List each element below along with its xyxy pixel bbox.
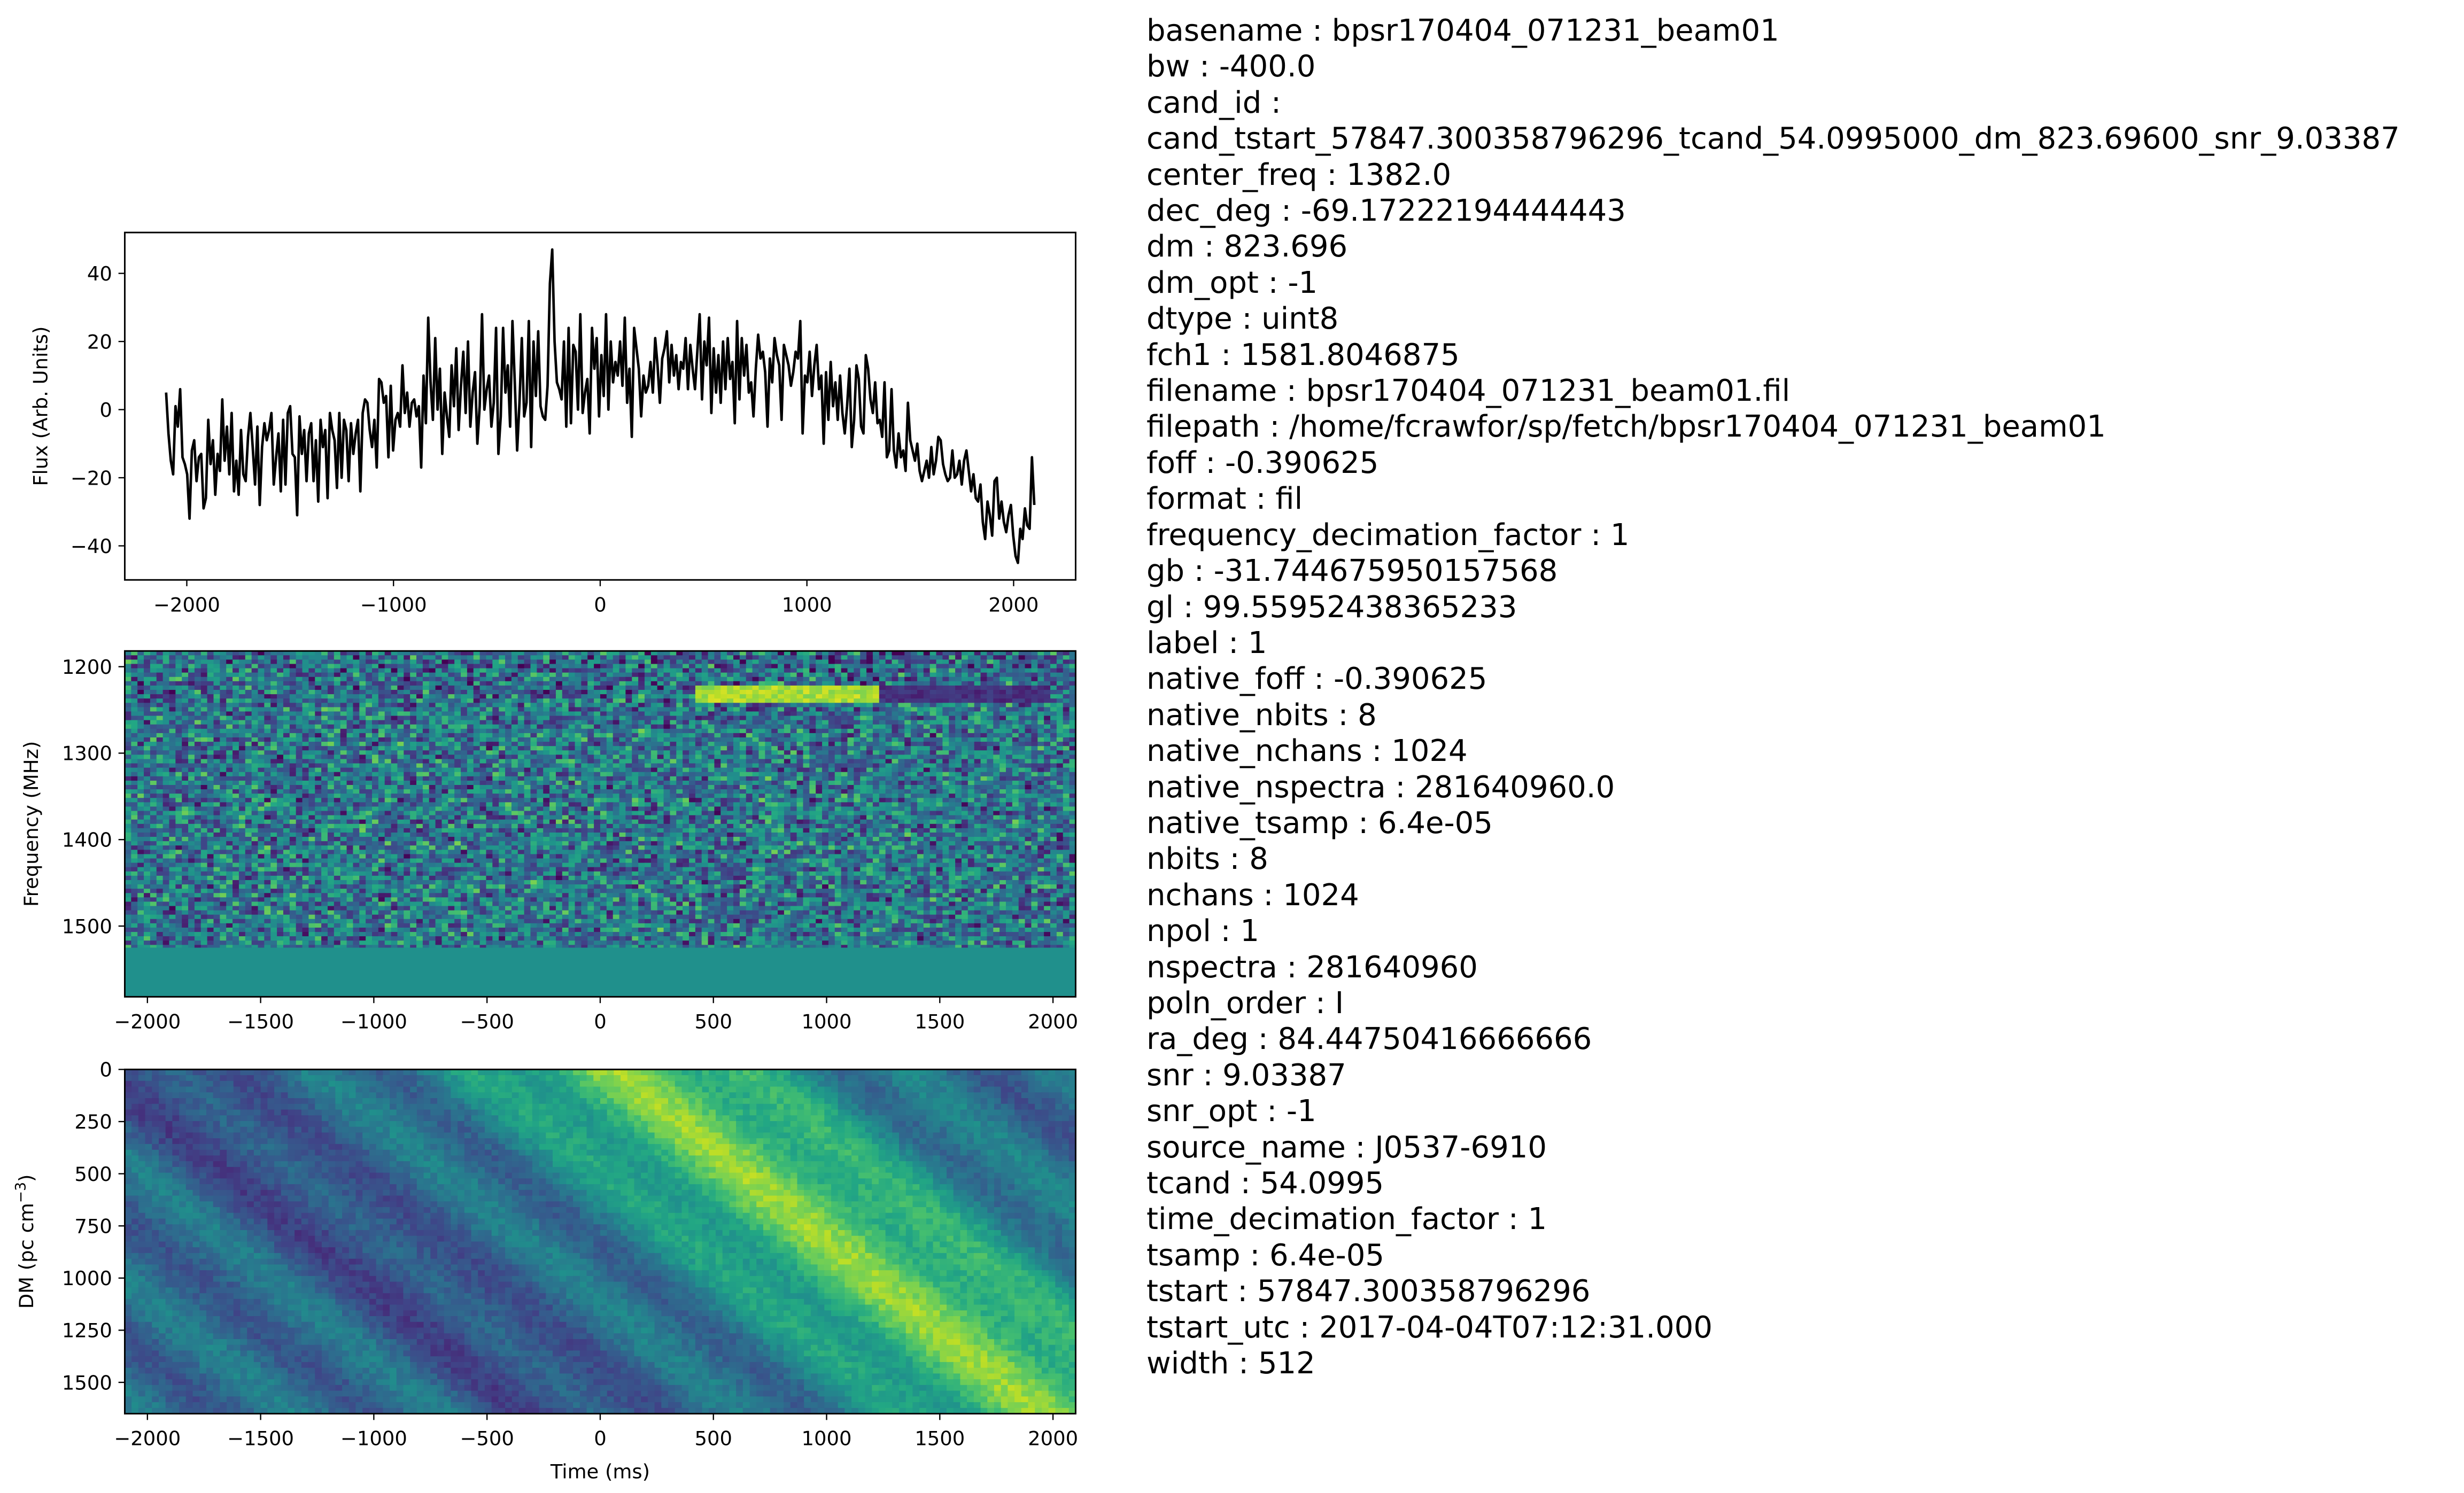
metadata-line: snr_opt : -1: [1146, 1093, 2400, 1129]
x-tick-label: 0: [594, 1427, 607, 1450]
x-tick-label: −1000: [340, 1010, 407, 1033]
metadata-line: nchans : 1024: [1146, 877, 2400, 913]
x-tick-label: −1500: [227, 1427, 294, 1450]
y-tick-label: 250: [74, 1110, 112, 1133]
x-tick-label: 500: [694, 1010, 732, 1033]
metadata-line: format : fil: [1146, 481, 2400, 517]
x-tick-label: 1500: [915, 1427, 965, 1450]
metadata-line: gb : -31.744675950157568: [1146, 553, 2400, 589]
metadata-line: native_tsamp : 6.4e-05: [1146, 805, 2400, 841]
x-tick-label: 2000: [1028, 1427, 1078, 1450]
metadata-line: gl : 99.55952438365233: [1146, 589, 2400, 625]
metadata-line: source_name : J0537-6910: [1146, 1130, 2400, 1165]
y-tick-label: 1200: [62, 656, 112, 679]
y-axis-label: Frequency (MHz): [20, 741, 43, 907]
y-axis-label-exponent: −3: [12, 1182, 29, 1203]
y-tick-label: 1500: [62, 915, 112, 938]
x-tick-label: 0: [594, 1010, 607, 1033]
dm-time-image: [125, 1069, 1076, 1414]
metadata-line: poln_order : I: [1146, 985, 2400, 1021]
metadata-line: snr : 9.03387: [1146, 1057, 2400, 1093]
x-tick-label: 500: [694, 1427, 732, 1450]
metadata-line: filepath : /home/fcrawfor/sp/fetch/bpsr1…: [1146, 409, 2400, 445]
metadata-line: dm : 823.696: [1146, 229, 2400, 265]
x-tick-label: 1000: [782, 593, 832, 616]
y-tick-label: 1250: [62, 1319, 112, 1342]
x-tick-label: −1000: [360, 593, 427, 616]
y-tick-label: 1400: [62, 829, 112, 852]
y-axis-label-close: ): [15, 1175, 38, 1182]
metadata-line: frequency_decimation_factor : 1: [1146, 517, 2400, 553]
metadata-line: fch1 : 1581.8046875: [1146, 337, 2400, 373]
metadata-line: native_nbits : 8: [1146, 697, 2400, 733]
flux-timeseries-panel: −2000 −1000 0 1000 2000 −40 −20 0 20 40 Flux (Arb.…: [29, 232, 1076, 616]
metadata-line: native_nspectra : 281640960.0: [1146, 769, 2400, 805]
waterfall-image: [125, 651, 1076, 950]
x-tick-label: −2000: [153, 593, 220, 616]
x-tick-label: 2000: [1028, 1010, 1078, 1033]
x-tick-label: 0: [594, 593, 607, 616]
metadata-line: cand_id :: [1146, 85, 2400, 121]
metadata-line: nbits : 8: [1146, 841, 2400, 877]
y-tick-label: 500: [74, 1163, 112, 1186]
y-tick-label: 1500: [62, 1371, 112, 1394]
metadata-line: tstart : 57847.300358796296: [1146, 1273, 2400, 1309]
metadata-line: native_nchans : 1024: [1146, 733, 2400, 769]
metadata-line: native_foff : -0.390625: [1146, 661, 2400, 697]
metadata-line: dm_opt : -1: [1146, 265, 2400, 301]
dm-time-panel: −2000 −1500 −1000 −500 0 500 1000 1500 2000 0 250 5…: [12, 1059, 1078, 1483]
metadata-line: width : 512: [1146, 1346, 2400, 1381]
x-tick-label: 1000: [802, 1427, 852, 1450]
metadata-line: label : 1: [1146, 625, 2400, 661]
frequency-time-panel: −2000 −1500 −1000 −500 0 500 1000 1500 2000 1200 1…: [20, 651, 1078, 1033]
y-tick-label: 0: [99, 399, 112, 422]
y-tick-label: 0: [99, 1059, 112, 1082]
metadata-line: ra_deg : 84.44750416666666: [1146, 1021, 2400, 1057]
metadata-line: center_freq : 1382.0: [1146, 157, 2400, 193]
x-tick-label: 1000: [802, 1010, 852, 1033]
x-tick-label: −500: [460, 1427, 514, 1450]
y-axis-label: DM (pc cm−3): [12, 1175, 38, 1309]
x-tick-label: −1000: [340, 1427, 407, 1450]
y-axis-label-main: DM (pc cm: [15, 1203, 38, 1309]
metadata-line: nspectra : 281640960: [1146, 950, 2400, 985]
metadata-line: dtype : uint8: [1146, 301, 2400, 337]
x-tick-label: −2000: [114, 1010, 181, 1033]
y-tick-label: 1300: [62, 742, 112, 765]
metadata-line: tstart_utc : 2017-04-04T07:12:31.000: [1146, 1310, 2400, 1346]
x-tick-label: 1500: [915, 1010, 965, 1033]
metadata-line: bw : -400.0: [1146, 49, 2400, 84]
metadata-line: tsamp : 6.4e-05: [1146, 1238, 2400, 1273]
x-tick-label: −1500: [227, 1010, 294, 1033]
metadata-line: foff : -0.390625: [1146, 445, 2400, 481]
metadata-line: tcand : 54.0995: [1146, 1165, 2400, 1201]
y-tick-label: 1000: [62, 1267, 112, 1290]
y-tick-label: −20: [71, 466, 112, 489]
x-axis-label: Time (ms): [550, 1460, 650, 1483]
y-tick-label: 750: [74, 1215, 112, 1238]
y-tick-label: 20: [87, 330, 112, 353]
x-tick-label: 2000: [988, 593, 1039, 616]
metadata-line: basename : bpsr170404_071231_beam01: [1146, 13, 2400, 49]
y-tick-label: −40: [71, 535, 112, 558]
y-tick-label: 40: [87, 262, 112, 285]
metadata-line: npol : 1: [1146, 913, 2400, 949]
y-axis-label: Flux (Arb. Units): [29, 326, 52, 486]
metadata-line: cand_tstart_57847.300358796296_tcand_54.…: [1146, 121, 2400, 157]
zeroed-band: [125, 947, 1075, 997]
candidate-metadata-list: basename : bpsr170404_071231_beam01 bw : …: [1146, 13, 2400, 1381]
x-tick-label: −2000: [114, 1427, 181, 1450]
metadata-line: dec_deg : -69.17222194444443: [1146, 193, 2400, 229]
x-tick-label: −500: [460, 1010, 514, 1033]
metadata-line: time_decimation_factor : 1: [1146, 1201, 2400, 1237]
metadata-line: filename : bpsr170404_071231_beam01.fil: [1146, 373, 2400, 409]
